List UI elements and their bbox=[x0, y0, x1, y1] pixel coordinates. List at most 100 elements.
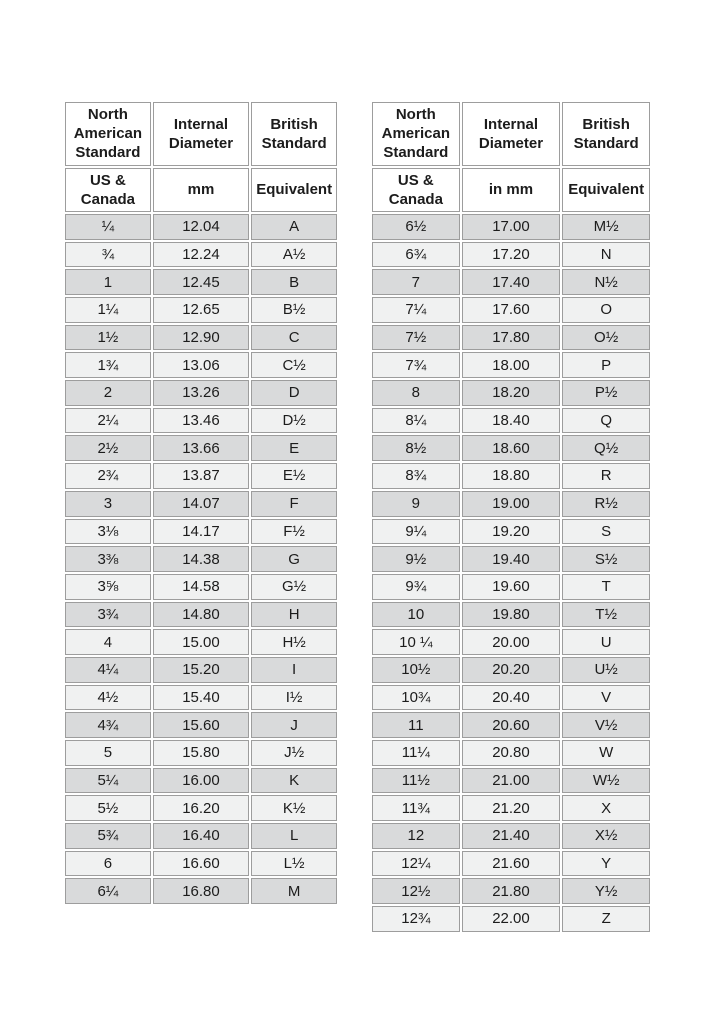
british-size-cell: P bbox=[562, 352, 650, 379]
diameter-mm-cell: 17.40 bbox=[461, 269, 561, 295]
us-size-cell: 10 ¼ bbox=[372, 629, 460, 655]
us-size-cell: 4 bbox=[65, 629, 151, 655]
column-header-north-american-standard: North American Standard bbox=[65, 102, 151, 166]
table-row: 12½ 21.80 Y½ bbox=[372, 878, 650, 905]
table-row: 4¾ 15.60 J bbox=[65, 712, 337, 738]
table-row: 7¾ 18.00 P bbox=[372, 352, 650, 379]
us-size-cell: 11¾ bbox=[372, 795, 460, 822]
british-size-cell: Q bbox=[562, 407, 650, 434]
british-size-cell: N½ bbox=[562, 269, 650, 295]
diameter-mm-cell: 19.20 bbox=[461, 518, 561, 545]
us-size-cell: 7 bbox=[372, 269, 460, 295]
us-size-cell: 10 bbox=[372, 601, 460, 628]
table-row: 6¼ 16.80 M bbox=[65, 878, 337, 905]
ring-size-table-right: North American Standard Internal Diamete… bbox=[370, 100, 652, 934]
british-size-cell: P½ bbox=[562, 380, 650, 406]
header-row-standards: North American Standard Internal Diamete… bbox=[372, 102, 650, 166]
us-size-cell: 3 bbox=[65, 490, 151, 517]
british-size-cell: X bbox=[562, 795, 650, 822]
diameter-mm-cell: 12.45 bbox=[152, 269, 250, 295]
diameter-mm-cell: 14.38 bbox=[152, 546, 250, 572]
table-row: 1¼ 12.65 B½ bbox=[65, 297, 337, 323]
diameter-mm-cell: 15.20 bbox=[152, 656, 250, 683]
british-size-cell: E½ bbox=[251, 463, 337, 489]
table-row: 10¾ 20.40 V bbox=[372, 684, 650, 711]
british-size-cell: R½ bbox=[562, 490, 650, 517]
table-row: 11¾ 21.20 X bbox=[372, 795, 650, 822]
table-row: 3¾ 14.80 H bbox=[65, 601, 337, 628]
british-size-cell: X½ bbox=[562, 823, 650, 849]
diameter-mm-cell: 21.20 bbox=[461, 795, 561, 822]
table-row: 12¾ 22.00 Z bbox=[372, 906, 650, 932]
british-size-cell: H½ bbox=[251, 629, 337, 655]
british-size-cell: Z bbox=[562, 906, 650, 932]
diameter-mm-cell: 14.80 bbox=[152, 601, 250, 628]
british-size-cell: C bbox=[251, 324, 337, 351]
column-header-internal-diameter: Internal Diameter bbox=[152, 102, 250, 166]
table-row: 12 21.40 X½ bbox=[372, 823, 650, 849]
column-subheader-us-canada: US & Canada bbox=[372, 167, 460, 212]
british-size-cell: A bbox=[251, 213, 337, 240]
us-size-cell: 4¾ bbox=[65, 712, 151, 738]
us-size-cell: 6 bbox=[65, 850, 151, 877]
us-size-cell: 9 bbox=[372, 490, 460, 517]
british-size-cell: F½ bbox=[251, 518, 337, 545]
british-size-cell: G bbox=[251, 546, 337, 572]
british-size-cell: K½ bbox=[251, 795, 337, 822]
diameter-mm-cell: 20.20 bbox=[461, 656, 561, 683]
table-row: 5½ 16.20 K½ bbox=[65, 795, 337, 822]
header-row-standards: North American Standard Internal Diamete… bbox=[65, 102, 337, 166]
us-size-cell: 3¾ bbox=[65, 601, 151, 628]
british-size-cell: Q½ bbox=[562, 435, 650, 462]
us-size-cell: 3⅛ bbox=[65, 518, 151, 545]
british-size-cell: K bbox=[251, 767, 337, 794]
table-row: 7½ 17.80 O½ bbox=[372, 324, 650, 351]
diameter-mm-cell: 15.60 bbox=[152, 712, 250, 738]
table-row: 8¼ 18.40 Q bbox=[372, 407, 650, 434]
diameter-mm-cell: 17.00 bbox=[461, 213, 561, 240]
diameter-mm-cell: 17.20 bbox=[461, 241, 561, 268]
column-header-internal-diameter: Internal Diameter bbox=[461, 102, 561, 166]
british-size-cell: Y½ bbox=[562, 878, 650, 905]
us-size-cell: 8 bbox=[372, 380, 460, 406]
british-size-cell: L bbox=[251, 823, 337, 849]
us-size-cell: 2½ bbox=[65, 435, 151, 462]
table-row: ¾ 12.24 A½ bbox=[65, 241, 337, 268]
british-size-cell: M½ bbox=[562, 213, 650, 240]
diameter-mm-cell: 19.00 bbox=[461, 490, 561, 517]
column-subheader-equivalent: Equivalent bbox=[562, 167, 650, 212]
british-size-cell: O bbox=[562, 297, 650, 323]
us-size-cell: 8½ bbox=[372, 435, 460, 462]
us-size-cell: 11½ bbox=[372, 767, 460, 794]
table-row: 5¼ 16.00 K bbox=[65, 767, 337, 794]
diameter-mm-cell: 19.40 bbox=[461, 546, 561, 572]
diameter-mm-cell: 20.80 bbox=[461, 740, 561, 766]
column-subheader-mm: mm bbox=[152, 167, 250, 212]
diameter-mm-cell: 18.80 bbox=[461, 463, 561, 489]
diameter-mm-cell: 13.87 bbox=[152, 463, 250, 489]
us-size-cell: 6¾ bbox=[372, 241, 460, 268]
table-row: 7 17.40 N½ bbox=[372, 269, 650, 295]
british-size-cell: C½ bbox=[251, 352, 337, 379]
us-size-cell: 9¼ bbox=[372, 518, 460, 545]
british-size-cell: E bbox=[251, 435, 337, 462]
us-size-cell: 1 bbox=[65, 269, 151, 295]
us-size-cell: 12 bbox=[372, 823, 460, 849]
us-size-cell: 5¾ bbox=[65, 823, 151, 849]
diameter-mm-cell: 12.65 bbox=[152, 297, 250, 323]
us-size-cell: 8¼ bbox=[372, 407, 460, 434]
diameter-mm-cell: 18.60 bbox=[461, 435, 561, 462]
us-size-cell: 4¼ bbox=[65, 656, 151, 683]
us-size-cell: ¼ bbox=[65, 213, 151, 240]
diameter-mm-cell: 20.00 bbox=[461, 629, 561, 655]
british-size-cell: W bbox=[562, 740, 650, 766]
table-row: 6½ 17.00 M½ bbox=[372, 213, 650, 240]
diameter-mm-cell: 14.07 bbox=[152, 490, 250, 517]
column-header-british-standard: British Standard bbox=[251, 102, 337, 166]
us-size-cell: 9½ bbox=[372, 546, 460, 572]
british-size-cell: I bbox=[251, 656, 337, 683]
column-subheader-equivalent: Equivalent bbox=[251, 167, 337, 212]
us-size-cell: ¾ bbox=[65, 241, 151, 268]
diameter-mm-cell: 12.24 bbox=[152, 241, 250, 268]
diameter-mm-cell: 19.80 bbox=[461, 601, 561, 628]
